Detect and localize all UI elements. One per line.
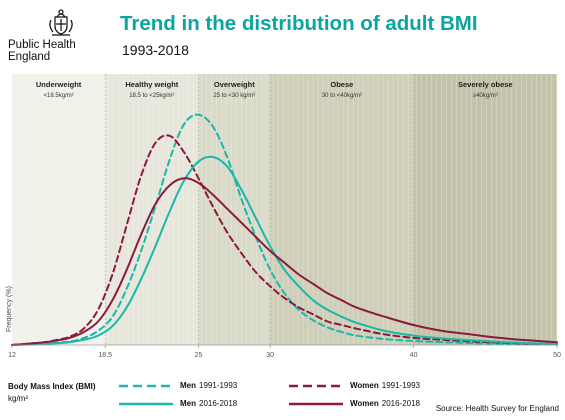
legend-swatch xyxy=(289,384,343,387)
x-tick-label: 50 xyxy=(553,352,561,359)
legend-item-women-1991-1993: Women 1991-1993 xyxy=(288,381,420,390)
band-range-overweight: 25 to <30 kg/m² xyxy=(213,93,255,99)
band-obese xyxy=(270,74,414,345)
legend-item-men-2016-2018: Men 2016-2018 xyxy=(118,399,237,408)
bmi-distribution-chart: Underweight <18.5kg/m² Healthy weight 18.5 … xyxy=(6,74,561,359)
chart-title: Trend in the distribution of adult BMI xyxy=(120,12,478,35)
x-tick-label: 18.5 xyxy=(98,352,112,359)
band-severely-obese xyxy=(413,74,557,345)
legend-label-group: Men xyxy=(180,399,196,408)
x-tick-label: 12 xyxy=(8,352,16,359)
x-axis: 12 18.5 25 30 40 50 xyxy=(8,344,561,359)
series-line-women-1991-1993 xyxy=(11,134,558,346)
legend-label-group: Women xyxy=(350,381,379,390)
org-name-line2: England xyxy=(8,51,51,63)
legend-label-period: 1991-1993 xyxy=(199,381,238,390)
legend-swatch xyxy=(119,384,173,387)
band-name-overweight: Overweight xyxy=(214,80,255,89)
x-axis-unit: kg/m² xyxy=(8,394,28,403)
band-range-underweight: <18.5kg/m² xyxy=(44,93,74,99)
band-name-obese: Obese xyxy=(330,80,353,89)
chart-subtitle: 1993-2018 xyxy=(122,42,189,58)
x-tick-label: 25 xyxy=(195,352,203,359)
legend-label-period: 1991-1993 xyxy=(381,381,421,390)
series-line-women-2016-2018 xyxy=(11,177,558,346)
band-range-healthy-weight: 18.5 to <25kg/m² xyxy=(129,93,174,99)
bmi-category-bands: Underweight <18.5kg/m² Healthy weight 18.5 … xyxy=(12,74,558,345)
band-overweight xyxy=(198,74,271,345)
royal-crest-icon xyxy=(49,9,73,36)
y-axis-label: Frequency (%) xyxy=(6,286,13,332)
series-line-men-1991-1993 xyxy=(11,113,558,346)
band-range-obese: 30 to <40kg/m² xyxy=(322,93,362,99)
band-name-healthy-weight: Healthy weight xyxy=(125,80,178,89)
x-tick-label: 40 xyxy=(410,352,418,359)
x-tick-label: 30 xyxy=(266,352,274,359)
legend-item-men-1991-1993: Men 1991-1993 xyxy=(118,381,237,390)
x-axis-label: Body Mass Index (BMI) xyxy=(8,382,96,391)
legend-swatch xyxy=(119,402,173,405)
legend-label-period: 2016-2018 xyxy=(199,399,238,408)
legend-label-group: Women xyxy=(350,399,379,408)
org-name-line1: Public Health xyxy=(8,39,76,51)
band-underweight xyxy=(12,74,106,345)
band-range-severely-obese: ≥40kg/m² xyxy=(473,93,498,99)
legend-label-period: 2016-2018 xyxy=(381,399,421,408)
series-lines xyxy=(11,113,558,346)
series-line-men-2016-2018 xyxy=(11,155,558,346)
legend-label-group: Men xyxy=(180,381,196,390)
legend-item-women-2016-2018: Women 2016-2018 xyxy=(288,399,420,408)
band-name-severely-obese: Severely obese xyxy=(458,80,513,89)
source-note: Source: Health Survey for England xyxy=(435,404,559,413)
band-name-underweight: Underweight xyxy=(36,80,82,89)
legend-swatch xyxy=(289,402,343,405)
